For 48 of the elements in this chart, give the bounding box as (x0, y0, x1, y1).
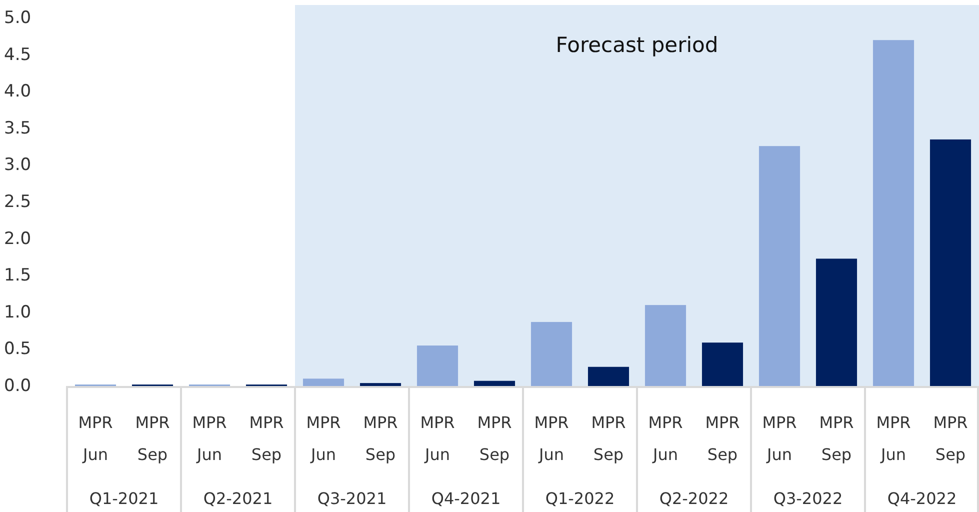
text: MPR Sep (363, 413, 398, 464)
bar (302, 378, 344, 386)
bar (644, 305, 686, 386)
x-tick-label: Q2-2022 (659, 489, 729, 508)
y-tick-label: 0.5 (4, 339, 32, 360)
bar (360, 383, 402, 386)
bar (758, 146, 800, 386)
bar (474, 380, 516, 386)
y-tick-label: 4.5 (4, 44, 32, 65)
x-tick-label: Q1-2022 (545, 489, 615, 508)
y-tick-label: 4.0 (4, 82, 32, 102)
text: MPR Jun (306, 413, 341, 464)
bar (588, 366, 630, 386)
bar (416, 346, 458, 386)
bar (872, 40, 914, 386)
text: MPR Jun (762, 413, 797, 464)
band-label: Forecast period (556, 33, 718, 57)
text: MPR Jun (534, 413, 569, 464)
y-tick-label: 1.5 (4, 266, 32, 286)
series-label: MPR Jun (78, 413, 113, 464)
bar (702, 342, 744, 386)
text: MPR Sep (933, 413, 968, 464)
y-tick-label: 5.0 (4, 8, 32, 28)
y-tick-label: 2.0 (4, 228, 32, 249)
text: MPR Jun (192, 413, 227, 464)
series-label: MPR Sep (135, 413, 170, 464)
x-tick-label: Q1-2021 (89, 489, 159, 508)
text: MPR Sep (705, 413, 740, 464)
text: MPR Jun (648, 413, 683, 464)
x-tick-label: Q3-2022 (773, 489, 843, 508)
text: MPR Jun (876, 413, 911, 464)
y-tick-label: 1.0 (4, 302, 32, 322)
bar (530, 322, 572, 386)
y-tick-label: 0.0 (4, 376, 32, 396)
bar (930, 139, 972, 386)
text: MPR Sep (591, 413, 626, 464)
x-tick-label: Q4-2022 (887, 489, 957, 508)
y-tick-label: 2.5 (4, 192, 32, 212)
text: MPR Sep (249, 413, 284, 464)
y-tick-label: 3.5 (4, 118, 32, 138)
x-tick-label: Q4-2021 (431, 489, 501, 508)
y-tick-label: 3.0 (4, 155, 32, 176)
x-tick-label: Q3-2021 (317, 489, 387, 508)
text: MPR Jun (420, 413, 455, 464)
text: MPR Sep (819, 413, 854, 464)
bar (816, 258, 858, 386)
x-tick-label: Q2-2021 (203, 489, 273, 508)
text: MPR Sep (477, 413, 512, 464)
